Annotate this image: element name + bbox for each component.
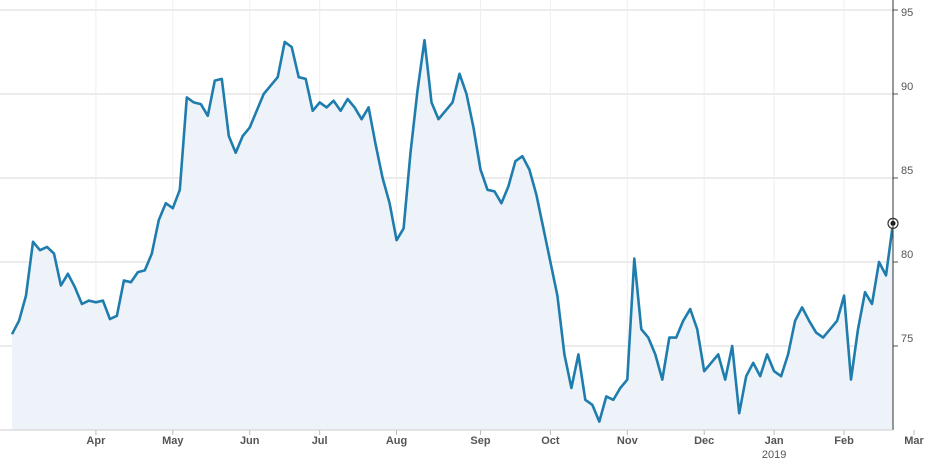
y-tick-label: 75 — [901, 333, 913, 345]
y-tick-label: 85 — [901, 165, 913, 177]
y-tick-label: 95 — [901, 7, 913, 19]
x-tick-label: Aug — [386, 435, 407, 447]
x-tick-label: Sep — [470, 435, 490, 447]
x-tick-label: Apr — [86, 435, 106, 447]
x-tick-label: Mar — [904, 435, 924, 447]
x-tick-label: Feb — [834, 435, 854, 447]
year-label: 2019 — [762, 449, 786, 461]
x-tick-label: Nov — [617, 435, 639, 447]
x-tick-label: Oct — [541, 435, 560, 447]
area — [12, 40, 893, 430]
x-tick-label: Jun — [240, 435, 260, 447]
x-tick-label: Dec — [694, 435, 714, 447]
x-tick-label: May — [162, 435, 184, 447]
line — [10, 38, 895, 423]
y-tick-label: 80 — [901, 249, 913, 261]
y-tick-label: 90 — [901, 81, 913, 93]
x-tick-label: Jan — [765, 435, 784, 447]
x-tick-label: Jul — [312, 435, 328, 447]
